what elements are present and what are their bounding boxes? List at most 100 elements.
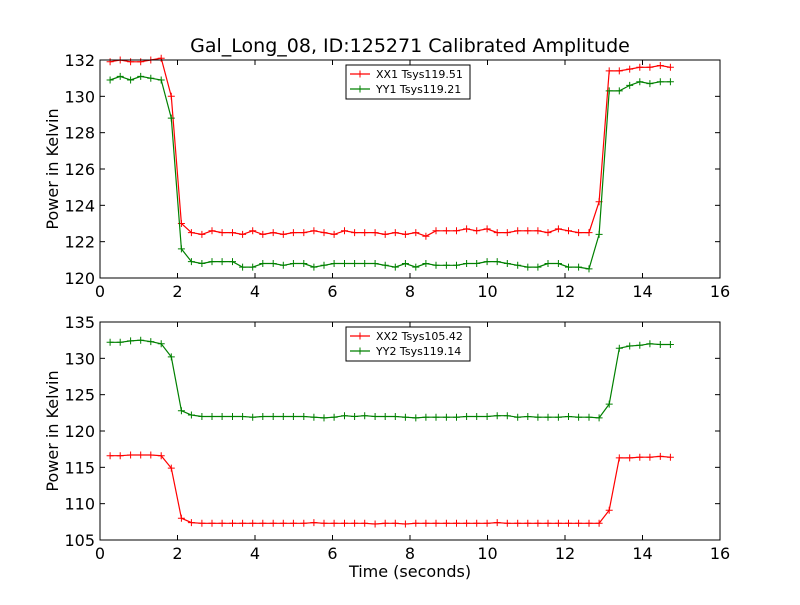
- data-point: [493, 412, 501, 420]
- legend-label: YY2 Tsys119.14: [375, 345, 461, 358]
- data-point: [106, 338, 114, 346]
- data-point: [626, 454, 634, 462]
- data-point: [361, 229, 369, 237]
- y-tick-label: 132: [64, 51, 95, 70]
- data-point: [463, 413, 471, 420]
- data-point: [636, 78, 644, 86]
- data-point: [310, 227, 318, 235]
- data-point: [401, 520, 409, 528]
- data-point: [585, 413, 593, 421]
- data-point: [106, 452, 114, 460]
- data-point: [412, 263, 420, 271]
- data-point: [432, 413, 440, 421]
- data-point: [269, 519, 277, 527]
- data-point: [483, 225, 491, 233]
- data-point: [198, 230, 206, 238]
- data-point: [249, 263, 257, 271]
- data-point: [259, 260, 267, 267]
- data-point: [473, 227, 481, 235]
- data-point: [208, 519, 216, 527]
- y-tick-label: 130: [64, 87, 95, 106]
- data-point: [514, 519, 522, 527]
- data-point: [575, 519, 583, 527]
- data-point: [320, 519, 328, 527]
- y-tick-label: 105: [64, 531, 95, 550]
- x-tick-label: 14: [632, 282, 652, 301]
- data-point: [534, 263, 542, 271]
- data-point: [198, 260, 206, 267]
- data-point: [279, 519, 287, 527]
- data-point: [259, 230, 267, 238]
- data-point: [381, 261, 389, 269]
- data-point: [198, 413, 206, 420]
- data-point: [371, 413, 379, 420]
- x-tick-label: 8: [405, 544, 415, 563]
- data-point: [239, 519, 247, 527]
- data-point: [341, 519, 348, 527]
- data-point: [239, 413, 247, 420]
- data-point: [351, 229, 359, 237]
- data-point: [615, 344, 623, 352]
- data-point: [239, 263, 247, 271]
- data-point: [269, 413, 277, 420]
- data-point: [412, 519, 420, 527]
- data-point: [177, 407, 185, 415]
- data-point: [208, 227, 216, 235]
- data-point: [636, 341, 644, 349]
- data-point: [279, 413, 287, 420]
- data-point: [483, 258, 491, 266]
- data-point: [269, 260, 277, 267]
- data-point: [289, 413, 297, 420]
- data-point: [330, 519, 338, 527]
- data-point: [666, 341, 674, 348]
- data-point: [646, 63, 654, 71]
- data-point: [422, 232, 430, 240]
- data-point: [147, 74, 155, 82]
- y-tick-label: 110: [64, 495, 95, 514]
- data-point: [310, 413, 318, 421]
- data-point: [279, 230, 287, 238]
- data-point: [127, 76, 135, 84]
- legend-label: XX2 Tsys105.42: [376, 330, 463, 343]
- x-tick-label: 16: [710, 282, 730, 301]
- data-point: [514, 227, 522, 235]
- data-point: [412, 414, 420, 422]
- data-point: [259, 413, 267, 420]
- y-tick-label: 115: [64, 458, 95, 477]
- y-tick-label: 135: [64, 313, 95, 332]
- y-tick-label: 128: [64, 124, 95, 143]
- data-point: [585, 519, 593, 527]
- data-point: [605, 400, 613, 408]
- data-point: [575, 229, 583, 237]
- data-point: [463, 260, 471, 267]
- data-point: [666, 78, 674, 86]
- data-point: [330, 230, 338, 238]
- data-point: [229, 229, 236, 237]
- data-point: [646, 453, 654, 461]
- data-point: [595, 519, 603, 527]
- data-point: [289, 519, 297, 527]
- data-point: [422, 413, 430, 421]
- data-point: [595, 230, 603, 238]
- data-point: [218, 519, 226, 527]
- data-point: [249, 519, 257, 527]
- legend-marker: [356, 332, 364, 340]
- data-point: [259, 519, 267, 527]
- x-tick-label: 12: [555, 544, 575, 563]
- data-point: [595, 414, 603, 422]
- data-point: [391, 229, 399, 237]
- data-point: [656, 78, 664, 86]
- chart-title: Gal_Long_08, ID:125271 Calibrated Amplit…: [190, 35, 630, 57]
- data-point: [330, 260, 338, 267]
- data-point: [565, 263, 572, 271]
- data-point: [585, 229, 593, 237]
- data-point: [371, 260, 379, 267]
- data-point: [473, 519, 481, 527]
- data-point: [371, 520, 379, 528]
- x-tick-label: 10: [477, 282, 497, 301]
- data-point: [401, 230, 409, 238]
- data-point: [534, 413, 542, 421]
- data-point: [554, 413, 562, 421]
